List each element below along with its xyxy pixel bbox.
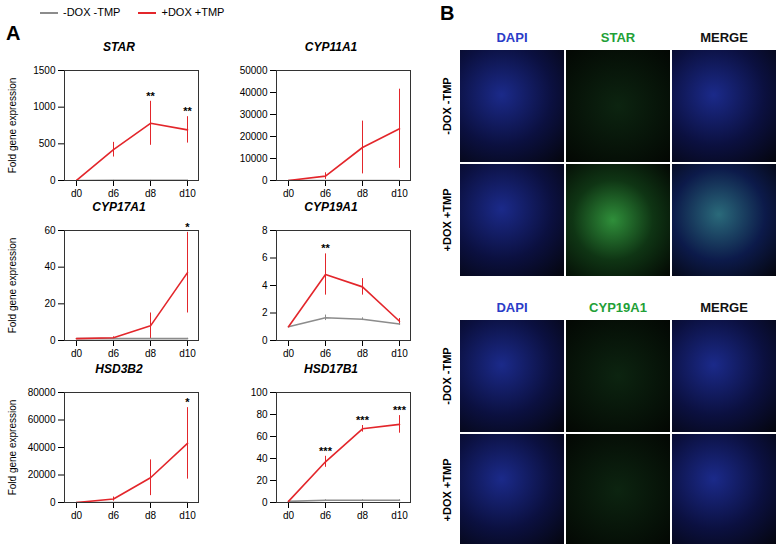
svg-text:**: ** xyxy=(146,90,155,102)
svg-text:1000: 1000 xyxy=(33,101,56,112)
svg-text:4: 4 xyxy=(262,280,268,291)
html-text:+DOX +TMP: +DOX +TMP xyxy=(441,188,453,252)
svg-text:***: *** xyxy=(393,404,407,416)
svg-text:d10: d10 xyxy=(391,510,408,521)
svg-text:d8: d8 xyxy=(357,348,369,359)
svg-text:40000: 40000 xyxy=(240,87,268,98)
svg-text:***: *** xyxy=(319,445,333,457)
svg-text:Fold gene expression: Fold gene expression xyxy=(7,238,18,334)
svg-text:100: 100 xyxy=(251,387,268,398)
svg-text:0: 0 xyxy=(50,497,56,508)
svg-text:*: * xyxy=(185,221,190,233)
html-text:B: B xyxy=(440,2,455,24)
svg-text:40: 40 xyxy=(256,453,268,464)
html-text:DAPI: DAPI xyxy=(496,30,528,45)
svg-text:d6: d6 xyxy=(108,188,120,199)
html-text:CYP19A1: CYP19A1 xyxy=(304,200,358,214)
svg-text:30000: 30000 xyxy=(240,109,268,120)
svg-text:d10: d10 xyxy=(391,348,408,359)
svg-text:d10: d10 xyxy=(179,348,196,359)
svg-text:d0: d0 xyxy=(283,510,295,521)
svg-text:***: *** xyxy=(356,414,370,426)
svg-text:**: ** xyxy=(321,242,330,254)
html-text:-DOX -TMP: -DOX -TMP xyxy=(63,6,121,18)
html-text:CYP19A1: CYP19A1 xyxy=(589,300,647,315)
svg-text:0: 0 xyxy=(262,175,268,186)
svg-text:d6: d6 xyxy=(320,348,332,359)
svg-text:d10: d10 xyxy=(391,188,408,199)
html-text:MERGE: MERGE xyxy=(700,30,748,45)
svg-text:2: 2 xyxy=(262,307,268,318)
svg-text:0: 0 xyxy=(50,335,56,346)
svg-text:1500: 1500 xyxy=(33,65,56,76)
svg-text:d8: d8 xyxy=(145,348,157,359)
svg-text:*: * xyxy=(185,396,190,408)
svg-text:d0: d0 xyxy=(71,510,83,521)
svg-text:d8: d8 xyxy=(145,510,157,521)
svg-text:0: 0 xyxy=(262,335,268,346)
svg-text:d6: d6 xyxy=(108,510,120,521)
html-text:A: A xyxy=(6,22,21,44)
html-text:CYP11A1: CYP11A1 xyxy=(304,40,358,54)
svg-text:6: 6 xyxy=(262,252,268,263)
svg-text:d8: d8 xyxy=(145,188,157,199)
svg-text:50000: 50000 xyxy=(240,65,268,76)
html-text:MERGE: MERGE xyxy=(700,300,748,315)
svg-text:80000: 80000 xyxy=(28,387,56,398)
svg-text:80: 80 xyxy=(256,409,268,420)
svg-text:d6: d6 xyxy=(320,188,332,199)
html-text:CYP17A1: CYP17A1 xyxy=(92,200,146,214)
svg-text:20: 20 xyxy=(44,298,56,309)
html-text:STAR: STAR xyxy=(600,30,636,45)
html-text:HSD17B1: HSD17B1 xyxy=(304,362,358,376)
svg-text:0: 0 xyxy=(50,175,56,186)
svg-text:d6: d6 xyxy=(320,510,332,521)
svg-text:20000: 20000 xyxy=(240,131,268,142)
svg-text:d0: d0 xyxy=(283,188,295,199)
svg-text:20000: 20000 xyxy=(28,469,56,480)
html-text:-DOX -TMP: -DOX -TMP xyxy=(441,347,453,405)
html-text:+DOX +TMP: +DOX +TMP xyxy=(161,6,225,18)
html-text:STAR: STAR xyxy=(103,40,135,54)
svg-text:d0: d0 xyxy=(71,188,83,199)
svg-text:d0: d0 xyxy=(71,348,83,359)
svg-text:60000: 60000 xyxy=(28,414,56,425)
svg-text:d8: d8 xyxy=(357,188,369,199)
svg-text:d8: d8 xyxy=(357,510,369,521)
svg-text:8: 8 xyxy=(262,225,268,236)
svg-text:0: 0 xyxy=(262,497,268,508)
svg-text:**: ** xyxy=(183,105,192,117)
svg-text:d10: d10 xyxy=(179,510,196,521)
svg-text:d6: d6 xyxy=(108,348,120,359)
svg-text:d10: d10 xyxy=(179,188,196,199)
html-text:-DOX -TMP: -DOX -TMP xyxy=(441,77,453,135)
svg-text:60: 60 xyxy=(256,431,268,442)
svg-text:20: 20 xyxy=(256,475,268,486)
svg-text:10000: 10000 xyxy=(240,153,268,164)
svg-text:40: 40 xyxy=(44,261,56,272)
html-text:DAPI: DAPI xyxy=(496,300,528,315)
html-text:HSD3B2: HSD3B2 xyxy=(95,362,143,376)
svg-text:40000: 40000 xyxy=(28,442,56,453)
svg-text:Fold gene expression: Fold gene expression xyxy=(7,400,18,496)
html-text:+DOX +TMP: +DOX +TMP xyxy=(441,458,453,522)
svg-text:d0: d0 xyxy=(283,348,295,359)
svg-text:60: 60 xyxy=(44,225,56,236)
svg-text:Fold gene expression: Fold gene expression xyxy=(7,78,18,174)
svg-text:500: 500 xyxy=(39,138,56,149)
